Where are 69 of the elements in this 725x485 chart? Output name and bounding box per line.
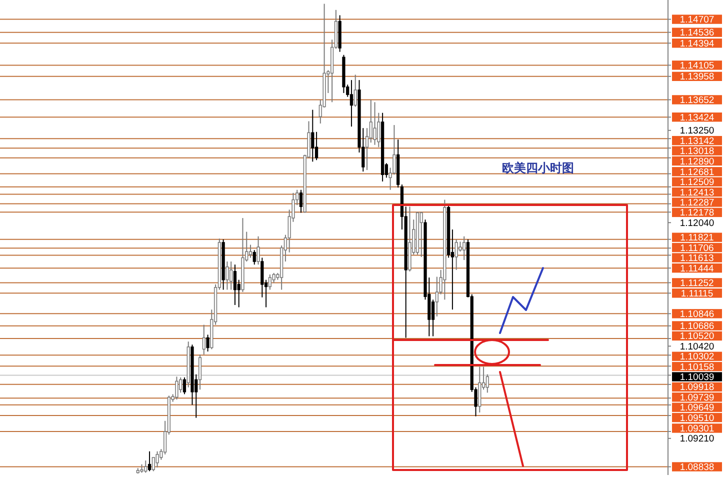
candlestick bbox=[350, 80, 354, 128]
candlestick bbox=[314, 131, 318, 161]
candlestick bbox=[462, 236, 466, 260]
ref-line-label: 1.10039 bbox=[680, 372, 714, 384]
ref-line-label: 1.11821 bbox=[680, 232, 714, 244]
ref-line-label: 1.08838 bbox=[680, 462, 714, 474]
candlestick bbox=[156, 450, 159, 468]
candlestick bbox=[175, 376, 178, 400]
candlestick bbox=[268, 274, 272, 290]
ref-line-label: 1.13958 bbox=[680, 72, 714, 83]
y-tick-label: 1.13250 bbox=[680, 126, 714, 137]
ref-line-label: 1.10302 bbox=[680, 352, 714, 363]
ref-line-label: 1.11444 bbox=[680, 263, 714, 274]
candlestick bbox=[454, 238, 458, 270]
ref-line-label: 1.09510 bbox=[680, 412, 714, 424]
ref-line-label: 1.12890 bbox=[680, 156, 714, 168]
ref-line-label: 1.09649 bbox=[680, 402, 714, 414]
ref-line-label: 1.10520 bbox=[680, 331, 714, 342]
candlestick bbox=[179, 376, 182, 394]
ref-line-label: 1.11706 bbox=[680, 242, 714, 254]
ref-line-label: 1.09739 bbox=[680, 392, 714, 404]
ref-line-label: 1.09301 bbox=[680, 424, 714, 435]
ref-line-label: 1.12287 bbox=[680, 198, 714, 209]
ref-line-label: 1.13142 bbox=[680, 136, 714, 147]
ref-line-label: 1.10686 bbox=[680, 321, 714, 332]
ref-line-label: 1.14105 bbox=[680, 60, 714, 72]
candlestick bbox=[233, 264, 237, 306]
ref-line-label: 1.12178 bbox=[680, 208, 714, 219]
candlestick bbox=[260, 257, 264, 298]
candlestick bbox=[311, 109, 314, 162]
ref-line-label: 1.11613 bbox=[680, 253, 714, 264]
candlestick bbox=[478, 366, 482, 413]
candlestick bbox=[354, 74, 357, 108]
ref-line-label: 1.09918 bbox=[680, 382, 714, 394]
ref-line-label: 1.12681 bbox=[680, 166, 714, 178]
annotation: 欧美四小时图 bbox=[502, 161, 574, 175]
candlestick bbox=[226, 261, 229, 290]
candlestick bbox=[144, 460, 148, 474]
candlestick bbox=[206, 334, 210, 352]
ref-line-label: 1.13018 bbox=[680, 146, 714, 158]
candlestick bbox=[486, 374, 489, 394]
ref-line-label: 1.13424 bbox=[680, 112, 714, 124]
candlestick bbox=[148, 450, 152, 472]
ref-line-label: 1.11115 bbox=[680, 288, 714, 300]
ref-line-label: 1.12509 bbox=[680, 177, 714, 188]
y-tick-label: 1.12040 bbox=[680, 218, 714, 229]
candlestick bbox=[420, 211, 423, 258]
y-tick-label: 1.09210 bbox=[680, 434, 714, 445]
ref-line-label: 1.14394 bbox=[680, 38, 714, 50]
ref-line-label: 1.14536 bbox=[680, 28, 714, 39]
candlestick bbox=[152, 456, 155, 472]
candlestick bbox=[198, 354, 202, 390]
candlestick bbox=[256, 236, 260, 266]
y-tick-label: 1.10420 bbox=[680, 341, 714, 352]
ref-line-label: 1.10846 bbox=[680, 308, 714, 320]
candlestick bbox=[182, 376, 186, 395]
candlestick bbox=[435, 276, 438, 317]
ref-line-label: 1.10158 bbox=[680, 362, 714, 373]
candlestick bbox=[252, 250, 256, 266]
candlestick bbox=[369, 99, 372, 144]
ref-line-label: 1.11252 bbox=[680, 278, 714, 290]
candlestick bbox=[230, 261, 233, 290]
ref-line-label: 1.14707 bbox=[680, 14, 714, 26]
ref-line-label: 1.12413 bbox=[680, 187, 714, 198]
candlestick bbox=[248, 244, 252, 258]
candlestick bbox=[373, 102, 376, 146]
ref-line-label: 1.13652 bbox=[680, 95, 714, 106]
candlestick bbox=[202, 324, 206, 356]
candlestick bbox=[299, 189, 303, 214]
